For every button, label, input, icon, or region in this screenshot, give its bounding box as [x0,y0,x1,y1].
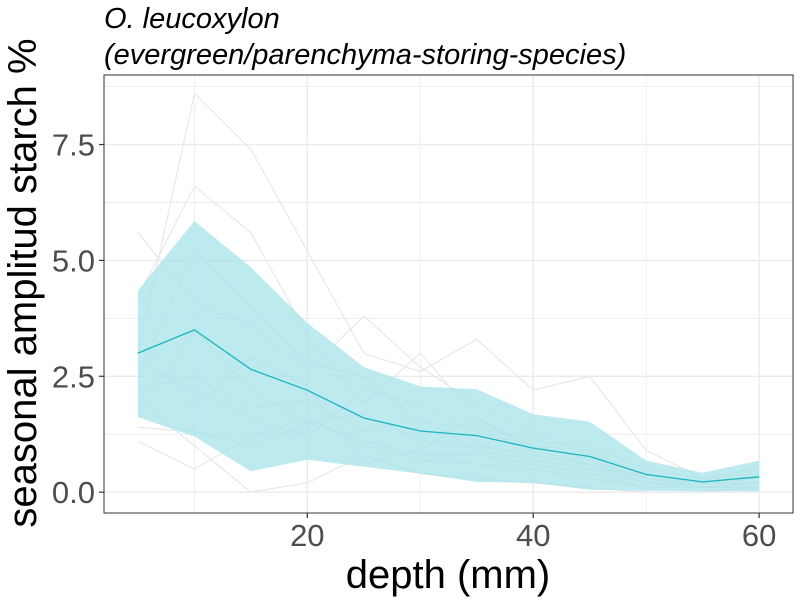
x-axis-title: depth (mm) [346,553,551,597]
x-tick-label: 40 [516,518,550,553]
panel-border [103,74,794,514]
x-axis-ticks: 20 40 60 [290,513,776,553]
confidence-ribbon [137,221,760,492]
y-tick-label: 2.5 [52,359,95,394]
y-tick-label: 0.0 [52,475,95,510]
individual-series-line [137,92,760,479]
y-tick-label: 7.5 [52,128,95,163]
x-tick-label: 20 [290,518,324,553]
y-tick-label: 5.0 [52,243,95,278]
y-axis-ticks: 0.0 2.5 5.0 7.5 [52,128,104,510]
mean-line [137,329,760,483]
x-tick-label: 60 [742,518,776,553]
chart-title-line1: O. leucoxylon [104,3,280,35]
y-axis-title: seasonal amplitud starch % [1,38,45,527]
chart-title-line2: (evergreen/parenchyma-storing-species) [104,39,626,71]
